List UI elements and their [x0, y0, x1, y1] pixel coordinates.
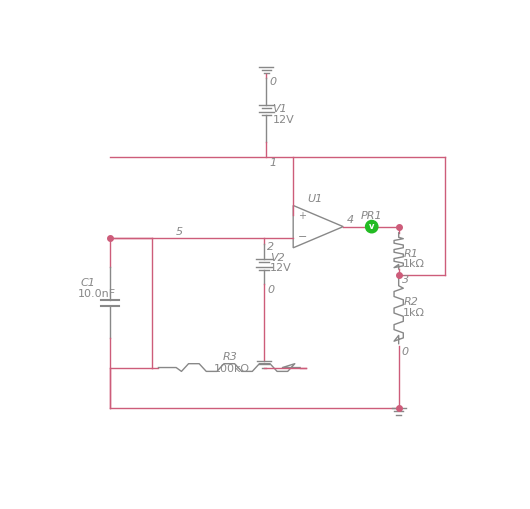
- Text: R1: R1: [403, 248, 418, 259]
- Text: 100kΩ: 100kΩ: [214, 364, 250, 374]
- Text: 2: 2: [267, 242, 274, 252]
- Text: +: +: [298, 211, 306, 221]
- Text: 3: 3: [402, 275, 409, 285]
- Text: 1: 1: [269, 158, 277, 168]
- Text: 1kΩ: 1kΩ: [403, 308, 425, 318]
- Text: C1: C1: [81, 278, 95, 288]
- Text: 0: 0: [402, 347, 409, 357]
- Text: PR1: PR1: [361, 211, 383, 221]
- Text: U1: U1: [307, 194, 322, 204]
- Text: 5: 5: [175, 227, 182, 237]
- Text: R3: R3: [223, 352, 238, 362]
- Text: 0: 0: [267, 286, 274, 295]
- Text: 1kΩ: 1kΩ: [403, 260, 425, 269]
- Text: R2: R2: [403, 297, 418, 307]
- Text: 4: 4: [347, 215, 354, 225]
- Text: V2: V2: [270, 253, 285, 263]
- Text: 10.0nF: 10.0nF: [77, 289, 116, 299]
- Text: V1: V1: [272, 104, 287, 114]
- Text: 0: 0: [269, 77, 277, 87]
- Text: 12V: 12V: [270, 263, 292, 273]
- Text: v: v: [369, 222, 375, 231]
- Circle shape: [366, 220, 378, 233]
- Text: −: −: [298, 232, 307, 242]
- Text: 12V: 12V: [272, 115, 294, 125]
